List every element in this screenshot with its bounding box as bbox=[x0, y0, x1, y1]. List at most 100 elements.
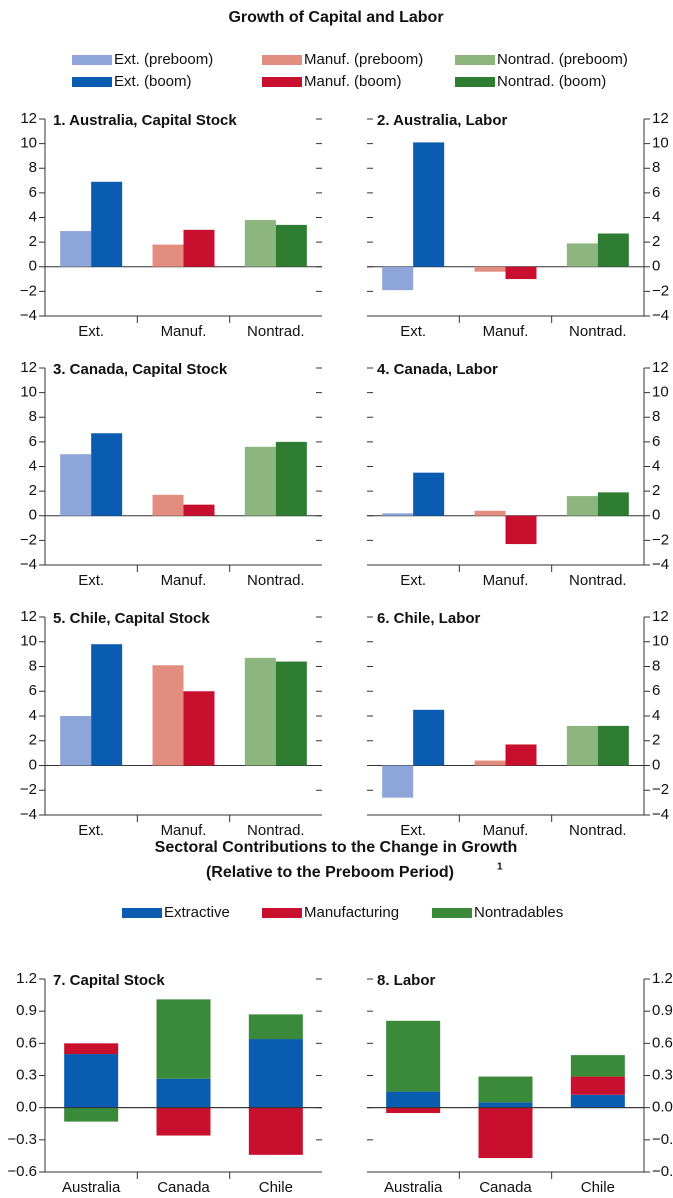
y-tick-label: −4 bbox=[20, 806, 37, 823]
y-tick-label: 1.2 bbox=[16, 970, 37, 987]
y-tick-label: 0.0 bbox=[16, 1099, 37, 1116]
x-tick-label: Manuf. bbox=[161, 572, 207, 589]
y-tick-label: 0.3 bbox=[16, 1066, 37, 1083]
bar bbox=[244, 657, 276, 766]
bar-segment bbox=[570, 1094, 625, 1108]
x-tick-label: Ext. bbox=[78, 323, 104, 340]
y-tick-label: 4 bbox=[29, 457, 37, 474]
x-tick-label: Canada bbox=[157, 1179, 210, 1196]
x-tick-label: Manuf. bbox=[483, 572, 529, 589]
x-tick-label: Australia bbox=[384, 1179, 443, 1196]
x-tick-label: Chile bbox=[259, 1179, 293, 1196]
bar bbox=[597, 725, 629, 766]
bar bbox=[566, 243, 598, 267]
footnote-mark: 1 bbox=[497, 862, 503, 873]
legend-label: Ext. (preboom) bbox=[114, 51, 213, 68]
y-tick-label: −4 bbox=[20, 307, 37, 324]
y-tick-label: 0 bbox=[652, 258, 660, 275]
y-tick-label: 2 bbox=[29, 482, 37, 499]
bar bbox=[474, 510, 506, 516]
bar-segment bbox=[386, 1107, 441, 1114]
x-tick-label: Nontrad. bbox=[247, 572, 305, 589]
y-tick-label: 12 bbox=[20, 359, 37, 376]
x-tick-label: Manuf. bbox=[161, 323, 207, 340]
y-tick-label: 0.9 bbox=[16, 1002, 37, 1019]
bar bbox=[60, 231, 92, 267]
y-tick-label: 6 bbox=[29, 433, 37, 450]
bar-segment bbox=[386, 1020, 441, 1092]
y-tick-label: 1.2 bbox=[652, 970, 673, 987]
y-tick-label: 6 bbox=[652, 433, 660, 450]
bar bbox=[183, 229, 215, 267]
bar bbox=[275, 441, 307, 516]
y-tick-label: −2 bbox=[652, 282, 669, 299]
bar bbox=[91, 433, 123, 516]
panel-title: 2. Australia, Labor bbox=[377, 112, 507, 129]
bar-segment bbox=[156, 1107, 211, 1136]
y-tick-label: 12 bbox=[20, 608, 37, 625]
legend-swatch bbox=[262, 908, 302, 918]
y-tick-label: −2 bbox=[20, 282, 37, 299]
y-tick-label: 6 bbox=[29, 184, 37, 201]
legend-label: Manufacturing bbox=[304, 904, 399, 921]
bar bbox=[413, 472, 445, 516]
panel-title: 3. Canada, Capital Stock bbox=[53, 361, 228, 378]
y-tick-label: 10 bbox=[20, 633, 37, 650]
bar bbox=[183, 691, 215, 766]
legend-swatch bbox=[72, 55, 112, 65]
bar bbox=[244, 446, 276, 516]
y-tick-label: 8 bbox=[652, 159, 660, 176]
bar bbox=[152, 665, 184, 766]
bar bbox=[183, 504, 215, 516]
bar bbox=[597, 492, 629, 516]
bar bbox=[152, 494, 184, 516]
y-tick-label: 4 bbox=[652, 707, 660, 724]
x-tick-label: Ext. bbox=[400, 323, 426, 340]
y-tick-label: 12 bbox=[652, 359, 669, 376]
bar bbox=[413, 142, 445, 267]
y-tick-label: −2 bbox=[652, 781, 669, 798]
bar bbox=[91, 181, 123, 267]
bar bbox=[60, 716, 92, 766]
x-tick-label: Manuf. bbox=[161, 822, 207, 839]
bar bbox=[152, 244, 184, 267]
y-tick-label: 8 bbox=[29, 657, 37, 674]
bar bbox=[597, 233, 629, 267]
x-tick-label: Nontrad. bbox=[247, 323, 305, 340]
bar bbox=[413, 709, 445, 766]
bar bbox=[505, 515, 537, 545]
y-tick-label: 0 bbox=[29, 507, 37, 524]
panel-title: 7. Capital Stock bbox=[53, 972, 165, 989]
y-tick-label: 0.6 bbox=[16, 1034, 37, 1051]
legend-label: Nontradables bbox=[474, 904, 563, 921]
legend-label: Nontrad. (preboom) bbox=[497, 51, 628, 68]
y-tick-label: 6 bbox=[652, 184, 660, 201]
x-tick-label: Australia bbox=[62, 1179, 121, 1196]
bar bbox=[275, 661, 307, 766]
y-tick-label: 12 bbox=[20, 110, 37, 127]
x-tick-label: Nontrad. bbox=[569, 822, 627, 839]
y-tick-label: 12 bbox=[652, 110, 669, 127]
bar bbox=[382, 513, 414, 516]
legend-label: Nontrad. (boom) bbox=[497, 73, 606, 90]
bar bbox=[91, 644, 123, 766]
x-tick-label: Manuf. bbox=[483, 323, 529, 340]
panel-title: 4. Canada, Labor bbox=[377, 361, 498, 378]
bar bbox=[474, 760, 506, 766]
y-tick-label: −0.3 bbox=[7, 1131, 37, 1148]
legend-swatch bbox=[455, 55, 495, 65]
legend-swatch bbox=[72, 77, 112, 87]
y-tick-label: −4 bbox=[20, 556, 37, 573]
y-tick-label: 0.9 bbox=[652, 1002, 673, 1019]
x-tick-label: Ext. bbox=[78, 822, 104, 839]
bar-segment bbox=[248, 1014, 303, 1040]
panel-title: 5. Chile, Capital Stock bbox=[53, 610, 210, 627]
y-tick-label: 4 bbox=[652, 208, 660, 225]
bar-segment bbox=[156, 1078, 211, 1108]
legend-swatch bbox=[262, 77, 302, 87]
y-tick-label: 0.6 bbox=[652, 1034, 673, 1051]
bar bbox=[474, 266, 506, 272]
x-tick-label: Manuf. bbox=[483, 822, 529, 839]
y-tick-label: 2 bbox=[29, 732, 37, 749]
y-tick-label: 4 bbox=[652, 457, 660, 474]
